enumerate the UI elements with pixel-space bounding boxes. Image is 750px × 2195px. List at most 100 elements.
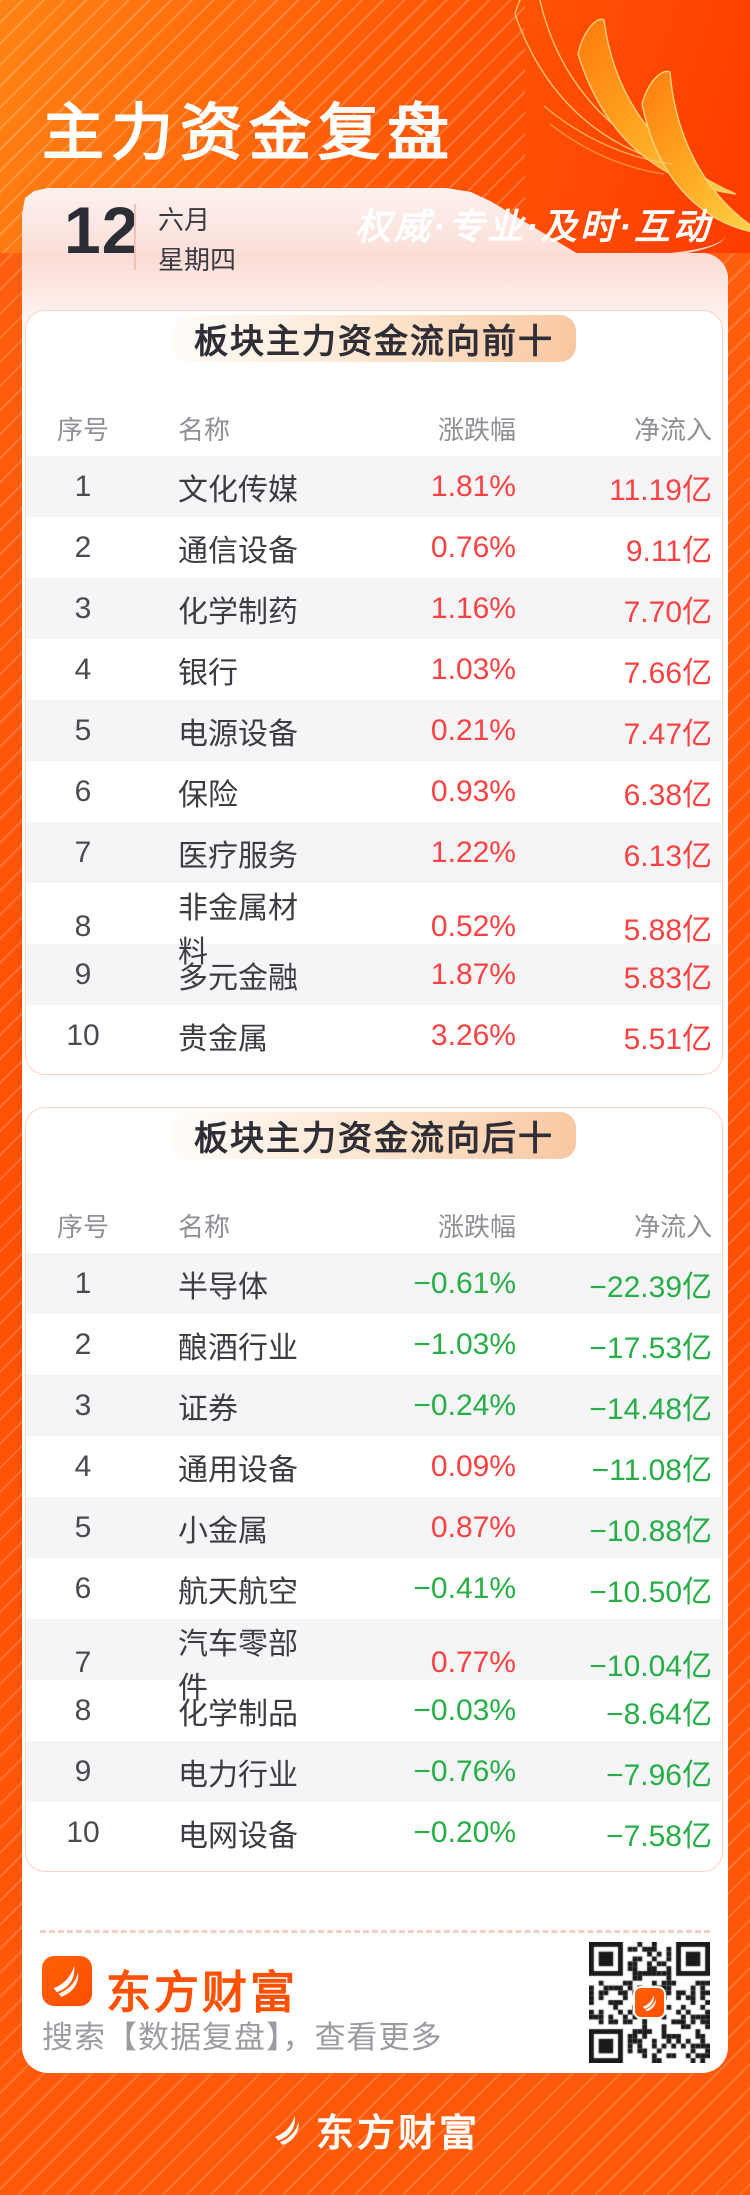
page-title: 主力资金复盘 xyxy=(42,99,457,168)
sector-name: 通信设备 xyxy=(178,534,298,568)
eastmoney-app-logo-icon xyxy=(42,1956,92,2006)
change-percent: 0.77% xyxy=(430,1646,516,1679)
sector-name: 电源设备 xyxy=(178,717,298,751)
table-row: 8 化学制品 −0.03% −8.64亿 xyxy=(26,1680,722,1741)
header-banner: 主力资金复盘 权威·专业·及时·互动 xyxy=(0,0,750,253)
net-inflow: −10.04亿 xyxy=(589,1650,712,1683)
table-row: 5 电源设备 0.21% 7.47亿 xyxy=(26,700,722,761)
table-rows: 1 半导体 −0.61% −22.39亿 2 酿酒行业 −1.03% −17.53亿 3 证券 −0… xyxy=(26,1253,722,1863)
change-percent: 0.21% xyxy=(430,713,516,747)
date-day: 12 xyxy=(64,193,140,267)
net-inflow: 7.66亿 xyxy=(623,656,712,690)
col-header-net: 净流入 xyxy=(633,1211,712,1242)
table-row: 6 航天航空 −0.41% −10.50亿 xyxy=(26,1558,722,1619)
row-index: 5 xyxy=(74,1510,92,1544)
search-hint-text: 搜索【数据复盘】，查看更多 xyxy=(42,2020,443,2055)
bottom-brand: 东方财富 xyxy=(0,2102,750,2157)
net-inflow: 6.13亿 xyxy=(623,839,712,873)
sector-name: 非金属材料 xyxy=(178,892,298,969)
sector-name: 银行 xyxy=(178,656,238,690)
row-index: 6 xyxy=(74,774,92,808)
sector-name: 电网设备 xyxy=(178,1819,298,1853)
net-inflow: 5.88亿 xyxy=(623,914,712,947)
change-percent: 0.09% xyxy=(430,1449,516,1483)
row-index: 8 xyxy=(74,910,92,943)
change-percent: −0.76% xyxy=(413,1754,516,1788)
table-row: 1 文化传媒 1.81% 11.19亿 xyxy=(26,456,722,517)
sector-name: 文化传媒 xyxy=(178,473,298,507)
net-inflow: 9.11亿 xyxy=(625,534,712,568)
table-row: 5 小金属 0.87% −10.88亿 xyxy=(26,1497,722,1558)
sector-name: 汽车零部件 xyxy=(178,1628,298,1705)
row-index: 7 xyxy=(74,835,92,869)
table-header-row: 序号 名称 涨跌幅 净流入 xyxy=(26,400,722,456)
net-inflow: 5.51亿 xyxy=(623,1022,712,1056)
table-row: 8 非金属材料 0.52% 5.88亿 xyxy=(26,883,722,969)
row-index: 6 xyxy=(74,1571,92,1605)
table-row: 10 电网设备 −0.20% −7.58亿 xyxy=(26,1802,722,1863)
net-inflow: −8.64亿 xyxy=(606,1697,712,1731)
row-index: 8 xyxy=(74,1693,92,1727)
table-row: 2 通信设备 0.76% 9.11亿 xyxy=(26,517,722,578)
sector-name: 半导体 xyxy=(178,1270,268,1304)
change-percent: 1.03% xyxy=(430,652,516,686)
table-row: 6 保险 0.93% 6.38亿 xyxy=(26,761,722,822)
change-percent: −0.20% xyxy=(413,1815,516,1849)
sector-name: 通用设备 xyxy=(178,1453,298,1487)
card-inflow-top10: 板块主力资金流向前十 序号 名称 涨跌幅 净流入 1 文化传媒 1.81% 11.19… xyxy=(25,310,723,1075)
change-percent: −1.03% xyxy=(413,1327,516,1361)
table-row: 4 银行 1.03% 7.66亿 xyxy=(26,639,722,700)
table-header-row: 序号 名称 涨跌幅 净流入 xyxy=(26,1197,722,1253)
col-header-name: 名称 xyxy=(178,414,231,445)
change-percent: −0.61% xyxy=(413,1266,516,1300)
sector-name: 酿酒行业 xyxy=(178,1331,298,1365)
col-header-change: 涨跌幅 xyxy=(437,414,516,445)
card-outflow-bottom10: 板块主力资金流向后十 序号 名称 涨跌幅 净流入 1 半导体 −0.61% −22.3… xyxy=(25,1107,723,1872)
row-index: 10 xyxy=(66,1815,100,1849)
change-percent: 1.22% xyxy=(430,835,516,869)
row-index: 3 xyxy=(74,1388,92,1422)
col-header-name: 名称 xyxy=(178,1211,231,1242)
table-rows: 1 文化传媒 1.81% 11.19亿 2 通信设备 0.76% 9.11亿 3 化学制药 1.16… xyxy=(26,456,722,1066)
qr-center-logo-icon xyxy=(633,1986,666,2019)
table-row: 7 医疗服务 1.22% 6.13亿 xyxy=(26,822,722,883)
row-index: 4 xyxy=(74,652,92,686)
table-row: 3 化学制药 1.16% 7.70亿 xyxy=(26,578,722,639)
row-index: 5 xyxy=(74,713,92,747)
net-inflow: 7.47亿 xyxy=(623,717,712,751)
col-header-net: 净流入 xyxy=(633,414,712,445)
change-percent: 0.87% xyxy=(430,1510,516,1544)
eastmoney-swoosh-icon xyxy=(275,2115,299,2145)
eastmoney-flame-logo-icon xyxy=(514,0,750,233)
net-inflow: −7.96亿 xyxy=(606,1758,712,1792)
card-title-outflow-bottom10: 板块主力资金流向后十 xyxy=(172,1112,576,1159)
net-inflow: 7.70亿 xyxy=(623,595,712,629)
sector-name: 多元金融 xyxy=(178,961,298,995)
table-row: 2 酿酒行业 −1.03% −17.53亿 xyxy=(26,1314,722,1375)
table-row: 4 通用设备 0.09% −11.08亿 xyxy=(26,1436,722,1497)
table-row: 9 多元金融 1.87% 5.83亿 xyxy=(26,944,722,1005)
tagline: 权威·专业·及时·互动 xyxy=(355,206,712,247)
net-inflow: −14.48亿 xyxy=(589,1392,712,1426)
row-index: 2 xyxy=(74,530,92,564)
col-header-change: 涨跌幅 xyxy=(437,1211,516,1242)
date-divider xyxy=(134,204,136,270)
change-percent: −0.41% xyxy=(413,1571,516,1605)
row-index: 7 xyxy=(74,1646,92,1679)
sector-name: 化学制药 xyxy=(178,595,298,629)
row-index: 2 xyxy=(74,1327,92,1361)
row-index: 9 xyxy=(74,1754,92,1788)
sector-name: 小金属 xyxy=(178,1514,268,1548)
net-inflow: 6.38亿 xyxy=(623,778,712,812)
table-row: 7 汽车零部件 0.77% −10.04亿 xyxy=(26,1619,722,1705)
net-inflow: 11.19亿 xyxy=(609,473,712,507)
change-percent: 0.52% xyxy=(430,910,516,943)
date-card xyxy=(22,188,578,254)
row-index: 9 xyxy=(74,957,92,991)
card-title-inflow-top10: 板块主力资金流向前十 xyxy=(172,315,576,362)
qr-code xyxy=(589,1942,710,2063)
brand-name: 东方财富 xyxy=(106,1967,299,2018)
change-percent: −0.03% xyxy=(413,1693,516,1727)
date-month: 六月 xyxy=(158,205,211,235)
sector-name: 贵金属 xyxy=(178,1022,268,1056)
